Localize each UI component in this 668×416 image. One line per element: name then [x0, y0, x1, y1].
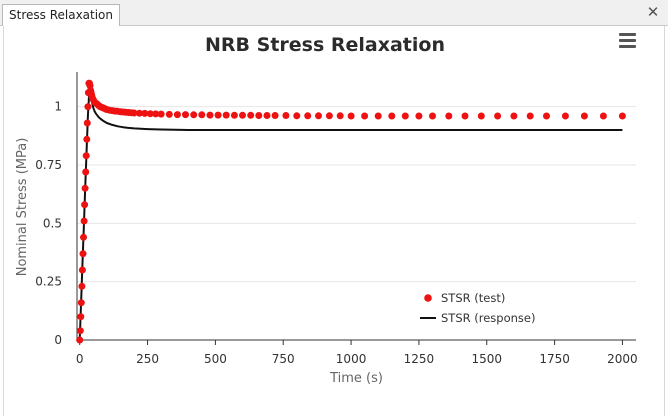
data-point: [239, 111, 246, 119]
data-point: [315, 112, 322, 120]
data-point: [81, 184, 89, 192]
data-point: [82, 152, 90, 160]
grid-lines: [77, 106, 636, 283]
data-point: [618, 112, 626, 120]
data-point: [146, 110, 154, 118]
y-tick-label: 1: [54, 100, 62, 114]
y-tick-label: 0.5: [43, 216, 62, 230]
data-point: [76, 327, 84, 335]
data-point: [543, 112, 550, 120]
data-point: [206, 111, 214, 119]
data-point: [182, 111, 189, 119]
series-test: [76, 79, 626, 344]
data-point: [80, 217, 88, 225]
data-point: [304, 112, 312, 120]
data-point: [374, 112, 382, 120]
data-point: [247, 111, 255, 119]
data-point: [198, 111, 206, 119]
legend-marker-test: [424, 294, 432, 302]
data-point: [152, 110, 160, 118]
legend: STSR (test) STSR (response): [420, 291, 535, 325]
data-point: [80, 233, 87, 241]
y-tick-label: 0: [54, 333, 62, 347]
data-point: [84, 103, 92, 111]
data-point: [429, 112, 436, 120]
data-point: [173, 111, 181, 119]
data-point: [599, 112, 607, 120]
data-point: [130, 109, 138, 117]
tab-stress-relaxation[interactable]: Stress Relaxation: [2, 4, 121, 26]
data-point: [293, 112, 301, 120]
series-response: [78, 84, 623, 341]
data-point: [477, 112, 485, 120]
data-point: [78, 282, 86, 290]
x-tick-label: 0: [76, 352, 84, 366]
x-tick-label: 2000: [607, 352, 638, 366]
x-tick-label: 750: [272, 352, 295, 366]
data-point: [561, 112, 569, 120]
x-tick-label: 1000: [336, 352, 367, 366]
data-point: [510, 112, 518, 120]
data-point: [165, 110, 173, 118]
data-point: [325, 112, 333, 120]
axes: [76, 72, 636, 345]
data-point: [282, 112, 290, 119]
data-point: [76, 336, 84, 344]
hamburger-menu-icon[interactable]: [619, 33, 637, 49]
y-tick-label: 0.25: [35, 275, 62, 289]
data-point: [78, 266, 86, 274]
close-icon[interactable]: ✕: [646, 3, 660, 21]
legend-label-test: STSR (test): [441, 291, 505, 305]
data-point: [79, 250, 87, 258]
data-point: [401, 112, 409, 120]
data-point: [141, 109, 149, 117]
y-tick-labels: 0 0.25 0.5 0.75 1: [35, 100, 62, 347]
data-point: [580, 112, 588, 120]
data-point: [82, 168, 90, 176]
data-point: [83, 135, 91, 143]
data-point: [445, 112, 453, 120]
data-point: [222, 111, 230, 119]
data-point: [461, 112, 469, 120]
data-point: [230, 111, 238, 119]
x-tick-labels: 0 250 500 750 1000 1250 1500 1750 2000: [76, 352, 638, 366]
data-point: [81, 201, 89, 209]
y-axis-title: Nominal Stress (MPa): [15, 138, 30, 277]
y-tick-label: 0.75: [35, 158, 62, 172]
data-point: [77, 299, 85, 307]
data-point: [336, 112, 344, 120]
x-tick-label: 1500: [471, 352, 502, 366]
data-point: [83, 119, 91, 127]
data-point: [271, 112, 279, 119]
data-point: [388, 112, 396, 120]
chart-title: NRB Stress Relaxation: [205, 34, 445, 56]
tab-bar: Stress Relaxation ✕: [0, 0, 668, 26]
data-point: [347, 112, 355, 120]
x-tick-label: 1250: [404, 352, 435, 366]
data-point: [263, 112, 271, 119]
x-tick-label: 250: [136, 352, 159, 366]
data-point: [157, 110, 165, 118]
x-axis-title: Time (s): [329, 371, 383, 386]
data-point: [190, 111, 198, 119]
chart-panel: [3, 26, 665, 416]
data-point: [494, 112, 502, 120]
x-tick-label: 1750: [539, 352, 570, 366]
response-line: [78, 84, 623, 341]
data-point: [135, 109, 143, 117]
data-point: [77, 313, 85, 321]
data-point: [415, 112, 423, 120]
data-point: [214, 111, 222, 119]
data-point: [361, 112, 369, 120]
x-tick-label: 500: [204, 352, 227, 366]
legend-label-response: STSR (response): [441, 311, 535, 325]
data-point: [526, 112, 534, 120]
data-point: [255, 112, 263, 119]
